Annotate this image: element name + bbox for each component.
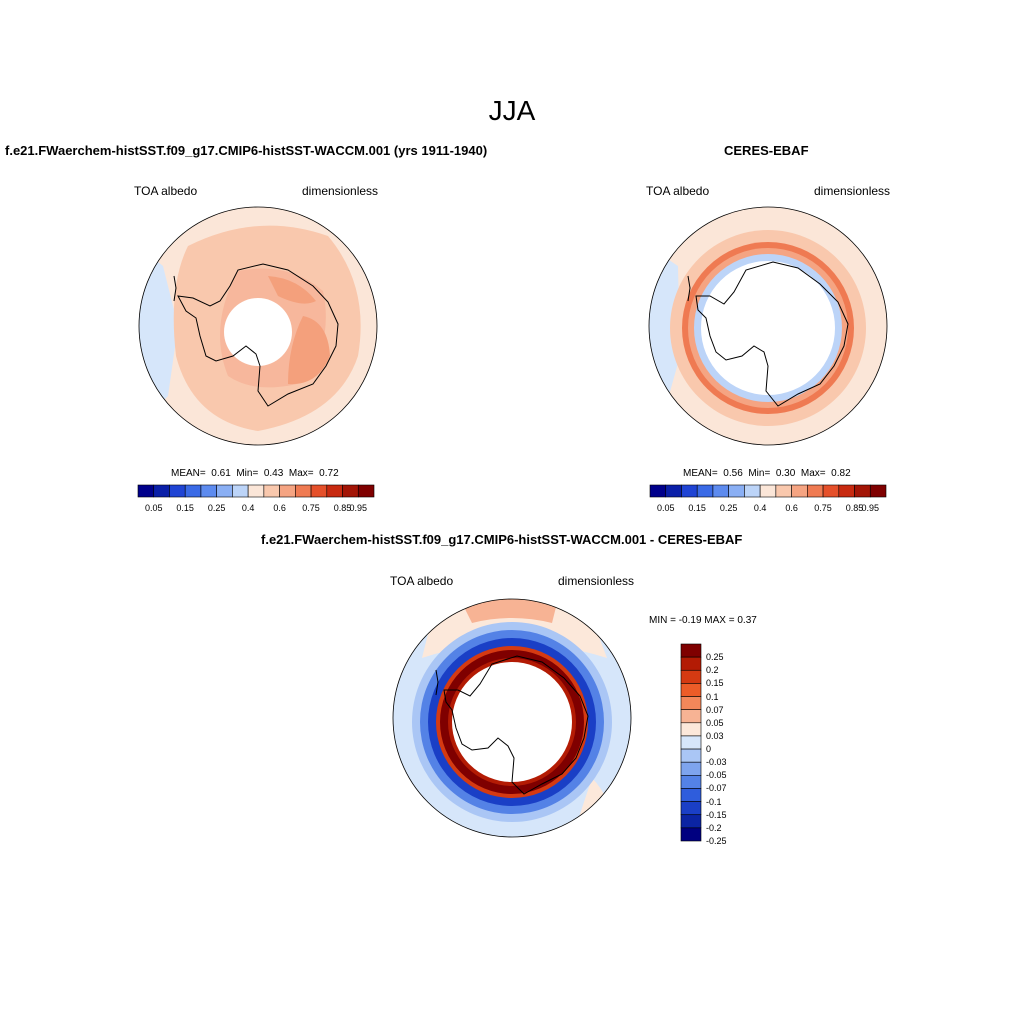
panel2-map: [648, 206, 888, 446]
panel3-colorbar: [680, 643, 702, 842]
panel2-variable: TOA albedo: [646, 184, 710, 198]
colorbar-swatch: [728, 484, 745, 498]
colorbar-tick-label: 0.95: [861, 503, 880, 513]
colorbar-tick-label: 0.1: [706, 691, 719, 702]
colorbar-swatch: [680, 656, 702, 671]
colorbar-swatch: [681, 484, 698, 498]
colorbar-swatch: [295, 484, 312, 498]
colorbar-swatch: [184, 484, 202, 498]
colorbar-swatch: [680, 643, 702, 658]
colorbar-swatch: [712, 484, 729, 498]
colorbar-tick-label: 0.4: [241, 503, 255, 513]
colorbar-swatch: [680, 683, 702, 697]
panel3-minmax: MIN = -0.19 MAX = 0.37: [649, 615, 757, 626]
colorbar-tick-label: 0.25: [207, 503, 226, 513]
colorbar-tick-label: 0.6: [785, 503, 798, 513]
panel3-units: dimensionless: [558, 574, 635, 588]
colorbar-swatch: [279, 484, 296, 498]
colorbar-swatch: [680, 735, 702, 750]
colorbar-swatch: [854, 484, 871, 498]
colorbar-swatch: [263, 484, 280, 498]
colorbar-swatch: [680, 827, 702, 842]
panel2-colorbar: [649, 484, 887, 498]
main-title: JJA: [488, 95, 536, 126]
colorbar-swatch: [200, 484, 217, 498]
panel2-colorbar-labels: 0.05 0.15 0.25 0.4 0.6 0.75 0.85 0.95: [650, 503, 886, 515]
colorbar-swatch: [232, 484, 249, 498]
panel2-stats: MEAN= 0.56 Min= 0.30 Max= 0.82: [683, 468, 851, 479]
colorbar-swatch: [357, 484, 375, 498]
colorbar-swatch: [822, 484, 840, 498]
colorbar-tick-label: 0: [706, 744, 712, 755]
colorbar-swatch: [216, 484, 233, 498]
colorbar-swatch: [775, 484, 792, 498]
colorbar-tick-label: 0.05: [706, 717, 724, 728]
colorbar-tick-label: -0.2: [706, 822, 722, 833]
colorbar-swatch: [665, 484, 682, 498]
colorbar-tick-label: 0.07: [706, 704, 724, 715]
colorbar-tick-label: 0.85: [333, 503, 352, 513]
colorbar-swatch: [696, 484, 714, 498]
colorbar-swatch: [153, 484, 170, 498]
colorbar-swatch: [680, 801, 702, 816]
colorbar-swatch: [807, 484, 824, 498]
colorbar-tick-label: 0.2: [706, 665, 719, 676]
colorbar-tick-label: 0.03: [706, 730, 724, 741]
panel1-stats: MEAN= 0.61 Min= 0.43 Max= 0.72: [171, 468, 339, 479]
colorbar-swatch: [137, 484, 155, 498]
panel3-colorbar-labels: 0.25 0.2 0.15 0.1 0.07 0.05 0.03 0 -0.03 -0.05 -0.…: [706, 644, 746, 846]
colorbar-tick-label: 0.4: [753, 503, 767, 513]
colorbar-tick-label: 0.95: [349, 503, 368, 513]
panel3-map: [392, 598, 632, 838]
colorbar-swatch: [310, 484, 328, 498]
colorbar-tick-label: -0.05: [706, 770, 727, 781]
colorbar-tick-label: -0.07: [706, 783, 727, 794]
colorbar-tick-label: 0.25: [706, 652, 724, 663]
colorbar-swatch: [169, 484, 186, 498]
colorbar-tick-label: 0.05: [144, 503, 163, 513]
colorbar-swatch: [759, 484, 777, 498]
panel2-units: dimensionless: [814, 184, 891, 198]
colorbar-swatch: [838, 484, 855, 498]
colorbar-tick-label: 0.85: [845, 503, 864, 513]
colorbar-swatch: [869, 484, 887, 498]
colorbar-tick-label: -0.1: [706, 796, 722, 807]
panel3-title: f.e21.FWaerchem-histSST.f09_g17.CMIP6-hi…: [261, 532, 743, 547]
panel1-map: [138, 206, 378, 446]
colorbar-tick-label: -0.25: [706, 836, 727, 846]
colorbar-swatch: [680, 709, 702, 724]
colorbar-tick-label: 0.15: [176, 503, 194, 513]
colorbar-tick-label: 0.15: [688, 503, 706, 513]
colorbar-swatch: [680, 696, 702, 710]
colorbar-tick-label: 0.15: [706, 678, 724, 689]
colorbar-swatch: [680, 761, 702, 776]
colorbar-tick-label: 0.75: [814, 503, 832, 513]
panel2-title: CERES-EBAF: [724, 143, 809, 158]
colorbar-swatch: [247, 484, 265, 498]
panel3-variable: TOA albedo: [390, 574, 454, 588]
colorbar-swatch: [680, 775, 702, 789]
panel1-colorbar-labels: 0.05 0.15 0.25 0.4 0.6 0.75 0.85 0.95: [138, 503, 374, 515]
colorbar-tick-label: 0.6: [273, 503, 286, 513]
colorbar-swatch: [680, 669, 702, 684]
panel1-title: f.e21.FWaerchem-histSST.f09_g17.CMIP6-hi…: [5, 143, 488, 158]
colorbar-swatch: [744, 484, 761, 498]
colorbar-swatch: [680, 722, 702, 737]
colorbar-swatch: [649, 484, 667, 498]
colorbar-swatch: [791, 484, 808, 498]
colorbar-swatch: [326, 484, 343, 498]
colorbar-tick-label: 0.05: [656, 503, 675, 513]
colorbar-swatch: [680, 788, 702, 802]
colorbar-tick-label: 0.25: [719, 503, 738, 513]
panel1-variable: TOA albedo: [134, 184, 198, 198]
colorbar-swatch: [342, 484, 359, 498]
colorbar-tick-label: 0.75: [302, 503, 320, 513]
colorbar-tick-label: -0.03: [706, 757, 727, 768]
colorbar-tick-label: -0.15: [706, 809, 727, 820]
colorbar-swatch: [680, 814, 702, 829]
panel1-units: dimensionless: [302, 184, 379, 198]
colorbar-swatch: [680, 748, 702, 763]
panel1-colorbar: [137, 484, 375, 498]
